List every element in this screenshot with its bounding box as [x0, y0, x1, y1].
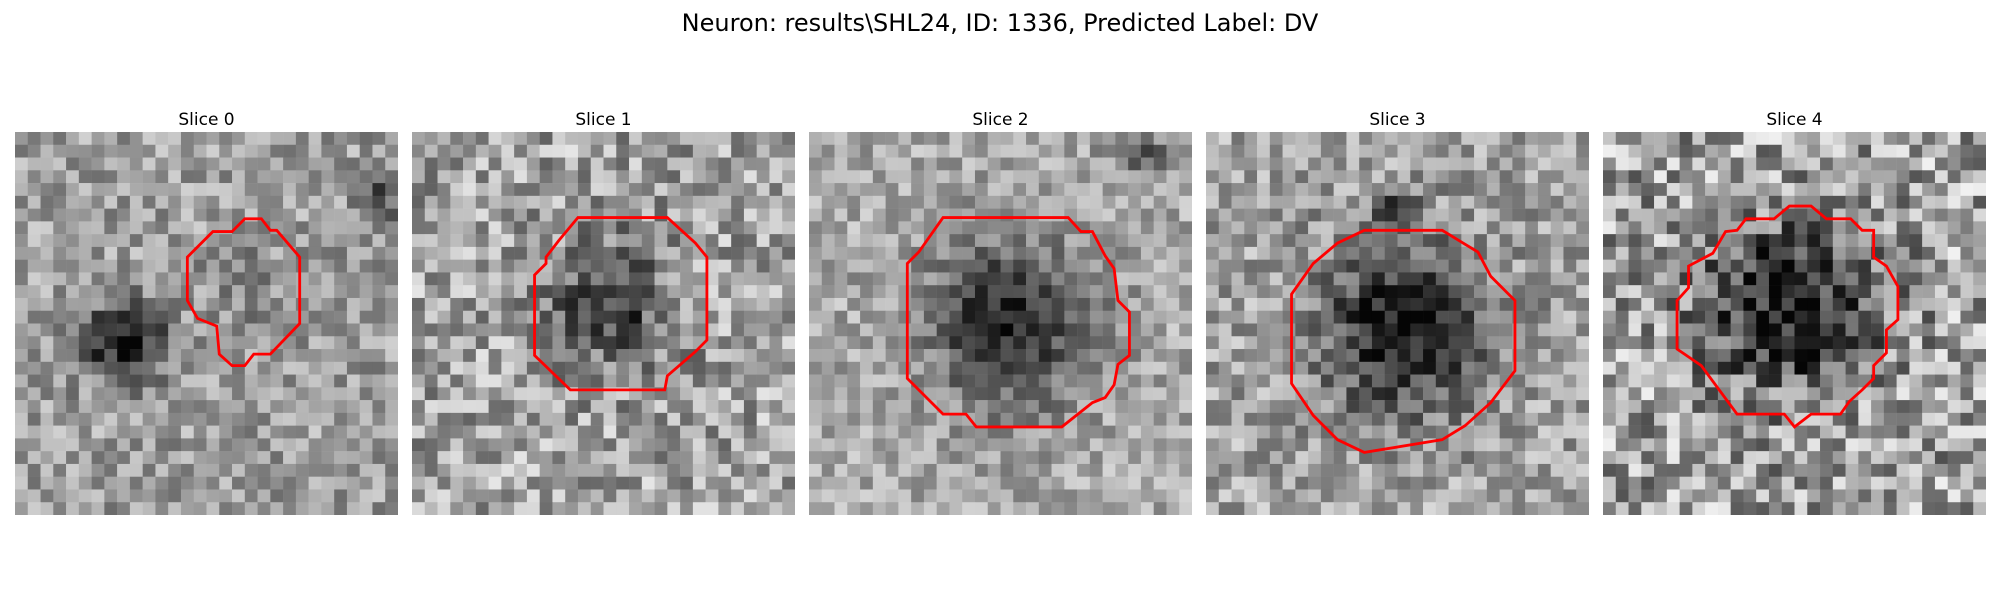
slice-title-4: Slice 4 [1766, 110, 1823, 130]
slice-image-0 [15, 132, 398, 515]
slice-panel-1: Slice 1 [412, 108, 795, 515]
roi-contour-4 [1675, 204, 1900, 429]
slice-title-0: Slice 0 [178, 110, 235, 130]
slice-image-3 [1206, 132, 1589, 515]
slice-title-3: Slice 3 [1369, 110, 1426, 130]
roi-contour-3 [1290, 228, 1517, 454]
slice-panel-2: Slice 2 [809, 108, 1192, 515]
roi-contour-0 [185, 217, 302, 368]
roi-contour-1 [533, 216, 709, 392]
slice-panel-3: Slice 3 [1206, 108, 1589, 515]
roi-contour-2 [905, 216, 1131, 429]
slice-image-4 [1603, 132, 1986, 515]
slice-image-2 [809, 132, 1192, 515]
slice-image-1 [412, 132, 795, 515]
slice-title-1: Slice 1 [575, 110, 632, 130]
slice-panel-0: Slice 0 [15, 108, 398, 515]
slice-panel-4: Slice 4 [1603, 108, 1986, 515]
figure-title: Neuron: results\SHL24, ID: 1336, Predict… [681, 9, 1319, 37]
slice-title-2: Slice 2 [972, 110, 1029, 130]
